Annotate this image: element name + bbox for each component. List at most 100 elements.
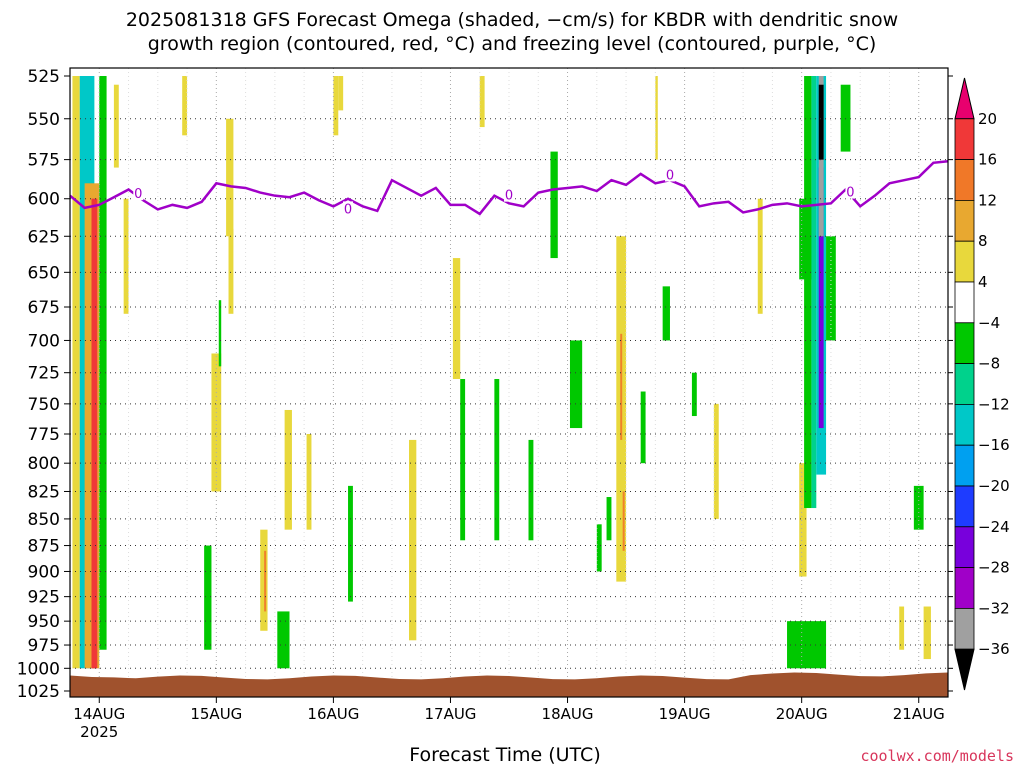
colorbar-bin	[954, 240, 975, 283]
omega-region	[460, 379, 466, 541]
freezing-level-label: 0	[344, 202, 352, 217]
colorbar-bin	[954, 444, 975, 487]
omega-region	[479, 76, 485, 128]
colorbar-bin	[954, 199, 975, 242]
omega-region	[606, 497, 612, 541]
omega-region	[691, 372, 697, 417]
colorbar-label: −32	[978, 599, 1010, 617]
omega-region	[569, 340, 583, 429]
colorbar-bin	[954, 485, 975, 528]
omega-region	[211, 353, 222, 492]
plot-frame	[69, 67, 949, 698]
colorbar-label: 16	[978, 151, 997, 169]
site-credit[interactable]: coolwx.com/models	[860, 747, 1014, 765]
x-tick-label: 16AUG	[307, 705, 359, 723]
y-tick-label: 1000	[17, 659, 60, 679]
colorbar-bin	[954, 648, 975, 691]
y-tick-label: 700	[28, 331, 60, 351]
colorbar-bin	[954, 118, 975, 161]
dendritic-zone	[620, 333, 623, 440]
x-tick-label: 19AUG	[659, 705, 711, 723]
omega-region	[306, 434, 312, 530]
freezing-label-bg	[133, 186, 144, 201]
y-tick-label: 1025	[17, 682, 60, 702]
y-tick-label: 675	[28, 298, 60, 318]
omega-region	[672, 76, 678, 669]
omega-region	[840, 84, 851, 152]
colorbar-label: −20	[978, 477, 1010, 495]
omega-region	[799, 463, 807, 577]
omega-region	[182, 76, 188, 136]
freezing-level-label: 0	[134, 187, 142, 202]
omega-region	[713, 403, 719, 519]
dendritic-zone	[622, 491, 625, 551]
omega-region	[818, 167, 824, 429]
omega-region	[494, 379, 500, 541]
y-tick-label: 900	[28, 562, 60, 582]
colorbar-bin	[954, 159, 975, 201]
omega-region	[923, 606, 931, 660]
colorbar-bin	[954, 77, 975, 120]
colorbar-label: 4	[978, 273, 988, 291]
colorbar-bin	[954, 403, 975, 446]
omega-region	[662, 286, 670, 341]
freezing-level-line	[69, 159, 949, 216]
colorbar-bin	[954, 322, 975, 364]
omega-region	[277, 611, 290, 669]
x-tick-label: 18AUG	[542, 705, 594, 723]
x-tick-label: 21AUG	[893, 705, 945, 723]
omega-region	[757, 198, 763, 314]
x-tick-label: 17AUG	[424, 705, 476, 723]
freezing-level-label: 0	[846, 186, 854, 201]
omega-region	[204, 545, 212, 650]
colorbar-bin	[954, 281, 975, 324]
omega-region	[787, 621, 827, 669]
y-tick-label: 550	[28, 110, 60, 130]
freezing-label-bg	[343, 201, 354, 216]
freezing-label-bg	[504, 187, 514, 202]
y-tick-label: 625	[28, 227, 60, 247]
y-tick-label: 575	[28, 151, 60, 171]
colorbar-bin	[954, 567, 975, 609]
omega-region	[818, 84, 824, 160]
y-tick-label: 750	[28, 395, 60, 415]
colorbar-label: −8	[978, 355, 1000, 373]
y-tick-label: 975	[28, 636, 60, 656]
y-tick-label: 800	[28, 454, 60, 474]
y-tick-label: 725	[28, 364, 60, 384]
omega-region	[123, 198, 129, 314]
colorbar-label: −24	[978, 518, 1010, 536]
omega-region	[348, 485, 353, 602]
y-tick-label: 850	[28, 510, 60, 530]
y-tick-label: 525	[28, 67, 60, 87]
omega-region	[528, 439, 534, 541]
omega-region	[260, 529, 268, 631]
omega-region	[218, 300, 222, 367]
omega-region	[596, 524, 602, 572]
x-tick-sublabel: 2025	[80, 723, 118, 741]
x-tick-label: 14AUG	[73, 705, 125, 723]
omega-region	[452, 258, 461, 380]
omega-region	[804, 76, 812, 509]
omega-region	[655, 76, 658, 160]
dendritic-zone	[264, 550, 267, 612]
omega-region	[913, 485, 924, 530]
omega-region	[409, 439, 417, 641]
y-tick-label: 875	[28, 537, 60, 557]
omega-region	[640, 391, 646, 464]
y-tick-label: 775	[28, 425, 60, 445]
colorbar-label: 12	[978, 191, 997, 209]
y-tick-label: 825	[28, 482, 60, 502]
y-tick-label: 950	[28, 612, 60, 632]
x-tick-label: 20AUG	[776, 705, 828, 723]
colorbar-label: −12	[978, 395, 1010, 413]
colorbar-label: 20	[978, 110, 997, 128]
colorbar-bin	[954, 608, 975, 650]
ground-surface	[70, 672, 948, 697]
dendritic-zone	[91, 198, 98, 669]
omega-region	[228, 228, 234, 314]
omega-region	[99, 76, 107, 650]
omega-region	[72, 76, 80, 669]
omega-region	[113, 84, 119, 168]
